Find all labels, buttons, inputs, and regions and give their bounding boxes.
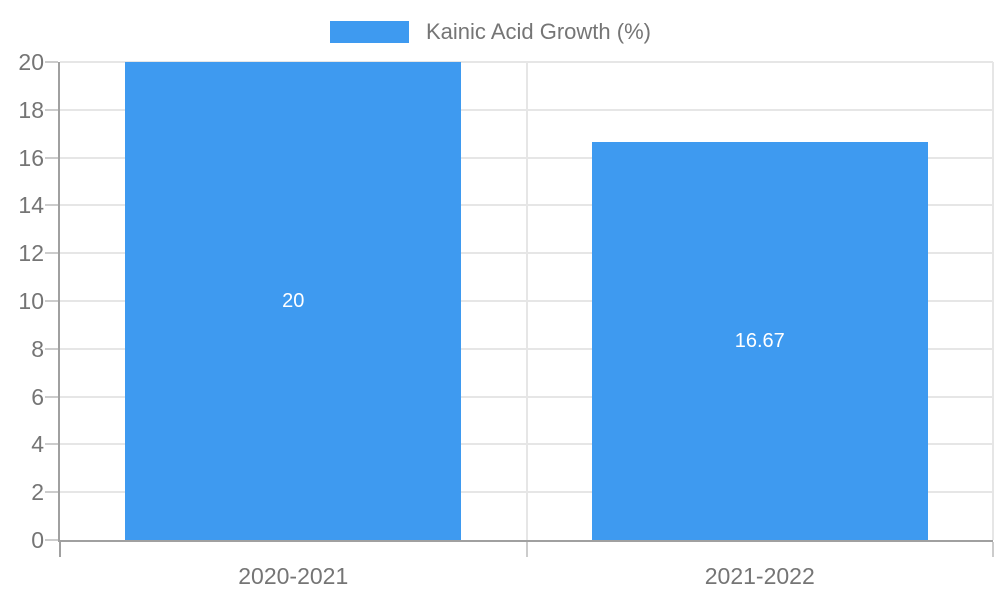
bar-value-label: 20 xyxy=(282,290,305,312)
y-axis-tick xyxy=(45,491,58,494)
y-axis-tick-label: 8 xyxy=(31,335,44,362)
y-axis-tick-label: 20 xyxy=(18,49,44,75)
y-axis-tick xyxy=(45,443,58,446)
x-axis-tick xyxy=(992,542,994,557)
x-axis-line xyxy=(58,540,993,542)
y-axis-tick xyxy=(45,204,58,207)
legend-swatch xyxy=(330,21,409,43)
legend-label: Kainic Acid Growth (%) xyxy=(426,19,651,44)
bar-value-label: 16.67 xyxy=(734,329,785,352)
y-axis-tick-label: 2 xyxy=(31,479,44,506)
y-axis-tick-label: 16 xyxy=(18,144,44,171)
y-axis-tick xyxy=(45,61,58,63)
y-axis-tick xyxy=(45,395,58,398)
x-axis-tick xyxy=(525,542,528,557)
x-axis-tick-label: 2021-2022 xyxy=(704,563,815,589)
y-axis-tick xyxy=(45,156,58,159)
plot-area: 20 16.67 xyxy=(45,61,994,557)
chart-legend[interactable]: Kainic Acid Growth (%) xyxy=(330,18,651,46)
y-axis-tick-label: 6 xyxy=(31,383,44,410)
y-axis-tick-label: 18 xyxy=(18,96,44,123)
y-axis-tick xyxy=(45,347,58,350)
y-axis-tick-label: 10 xyxy=(18,288,44,314)
x-axis-tick xyxy=(59,542,61,557)
y-axis-tick-label: 4 xyxy=(31,431,44,458)
y-axis-tick-label: 14 xyxy=(18,192,44,219)
bar-2020-2021[interactable]: 20 xyxy=(125,62,462,540)
gridline xyxy=(992,62,994,540)
y-axis-tick xyxy=(45,539,58,541)
x-axis-tick-label: 2020-2021 xyxy=(238,563,349,589)
y-axis-tick-label: 12 xyxy=(18,240,44,267)
bar-2021-2022[interactable]: 16.67 xyxy=(591,141,928,540)
y-axis-line xyxy=(58,62,60,540)
y-axis-tick-label: 0 xyxy=(31,527,44,553)
y-axis-tick xyxy=(45,300,58,302)
y-axis-tick xyxy=(45,252,58,255)
y-axis-tick xyxy=(45,108,58,111)
gridline xyxy=(525,62,528,540)
